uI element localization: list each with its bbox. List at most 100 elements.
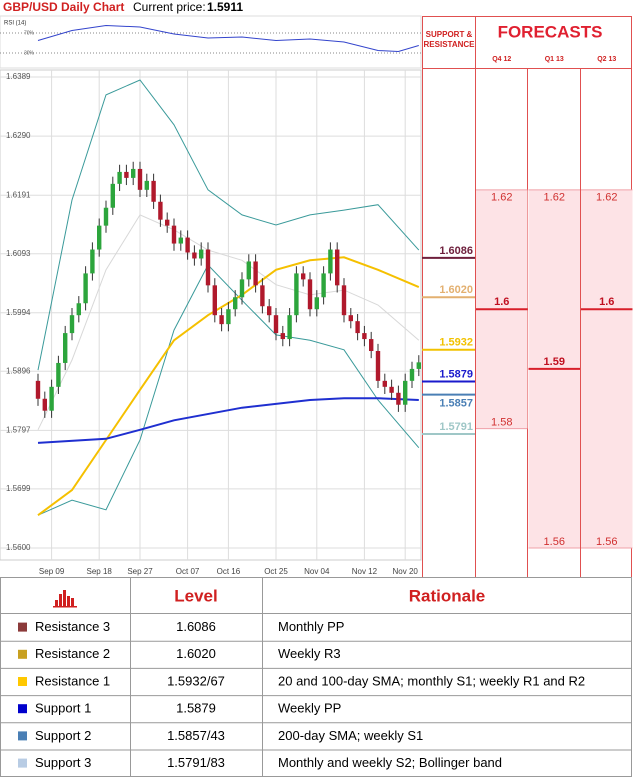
candle-body [185,237,190,253]
table-icon [53,590,77,608]
candle-body [321,273,326,298]
overlay-line [37,264,420,516]
candle-body [144,180,149,190]
candle-body [137,168,143,190]
row-level: 1.5791/83 [167,755,225,770]
row-name: Support 1 [35,701,91,716]
candle-body [131,168,136,178]
forecast-low-label: 1.56 [544,536,565,548]
rsi-frame [0,15,422,69]
candle-body [348,315,353,322]
candle-body [267,306,272,316]
y-tick-label: 1.5797 [6,426,31,435]
candle-body [294,273,299,316]
y-tick-label: 1.5896 [6,366,31,375]
x-tick-label: Oct 25 [264,567,288,576]
candle-body [158,201,163,220]
candle-body [212,285,217,316]
forecast-title: FORECASTS [498,22,603,41]
forecast-high-label: 1.62 [544,192,565,204]
rsi-line [37,24,419,53]
candle-body [205,249,211,286]
candle-body [83,273,88,304]
candle-body [273,315,279,334]
overlay-line [37,256,420,517]
candle-body [287,315,292,340]
row-name: Resistance 1 [35,673,110,688]
candle-body [341,285,347,316]
candle-body [171,225,177,244]
candle-body [49,386,54,411]
x-tick-label: Nov 20 [393,567,419,576]
rsi-tick-label: 30% [24,50,35,56]
price-label: Current price: [133,0,206,14]
quarter-label: Q1 13 [545,56,564,63]
candle-body [314,297,319,310]
row-level: 1.5879 [176,701,216,716]
candle-body [165,219,170,226]
candle-body [375,351,381,381]
row-rationale: Weekly PP [278,701,341,716]
row-rationale: 200-day SMA; weekly S1 [278,728,423,743]
level-header: Level [174,586,217,605]
row-rationale: Monthly and weekly S2; Bollinger band [278,755,502,770]
candle-body [396,392,401,405]
price: 1.5911 [207,0,243,14]
row-level: 1.6020 [176,646,216,661]
forecast-mid-label: 1.59 [544,356,565,368]
candle-body [42,398,47,411]
row-swatch [18,758,27,768]
overlay-line [37,397,419,444]
x-tick-label: Nov 04 [304,567,330,576]
row-name: Resistance 2 [35,646,110,661]
y-tick-label: 1.6093 [6,249,31,258]
candle-body [301,273,306,280]
row-name: Support 3 [35,755,91,770]
x-tick-label: Sep 09 [39,567,65,576]
row-swatch [18,677,27,686]
candle-body [335,249,340,286]
y-tick-label: 1.5699 [6,484,31,493]
forecast-range [581,189,633,549]
row-rationale: Weekly R3 [278,646,341,661]
quarter-label: Q4 12 [492,56,511,63]
candle-body [280,333,285,340]
candle-body [307,279,313,310]
candle-body [178,237,183,244]
candle-body [233,297,238,310]
x-tick-label: Nov 12 [352,567,378,576]
forecast-high-label: 1.62 [596,192,617,204]
row-rationale: 20 and 100-day SMA; monthly S1; weekly R… [278,673,585,688]
candle-body [260,285,265,307]
level-label: 1.5879 [439,368,473,380]
candle-body [226,309,231,325]
sr-header: SUPPORT & RESISTANCE [423,30,475,49]
candle-body [409,368,415,381]
forecast-mid-label: 1.6 [599,296,614,308]
forecast-mid-label: 1.6 [494,296,509,308]
level-label: 1.5857 [439,397,473,409]
overlay-line [37,214,420,431]
row-level: 1.6086 [176,619,216,634]
plot-frame [0,69,422,561]
candle-body [103,207,109,226]
candle-body [369,339,374,352]
candle-body [63,333,68,363]
y-tick-label: 1.6191 [6,190,31,199]
row-name: Resistance 3 [35,619,110,634]
level-label: 1.6086 [439,245,473,257]
candle-body [35,380,41,399]
row-swatch [18,731,27,741]
candle-body [219,315,224,325]
candle-body [389,386,394,393]
candle-body [199,249,204,259]
forecast-high-label: 1.62 [491,192,512,204]
quarter-label: Q2 13 [597,56,616,63]
candle-body [362,333,367,340]
rsi-tick-label: 70% [24,30,35,36]
row-swatch [18,649,27,659]
candle-body [151,180,156,202]
level-label: 1.5932 [439,337,473,349]
candle-body [403,380,408,405]
